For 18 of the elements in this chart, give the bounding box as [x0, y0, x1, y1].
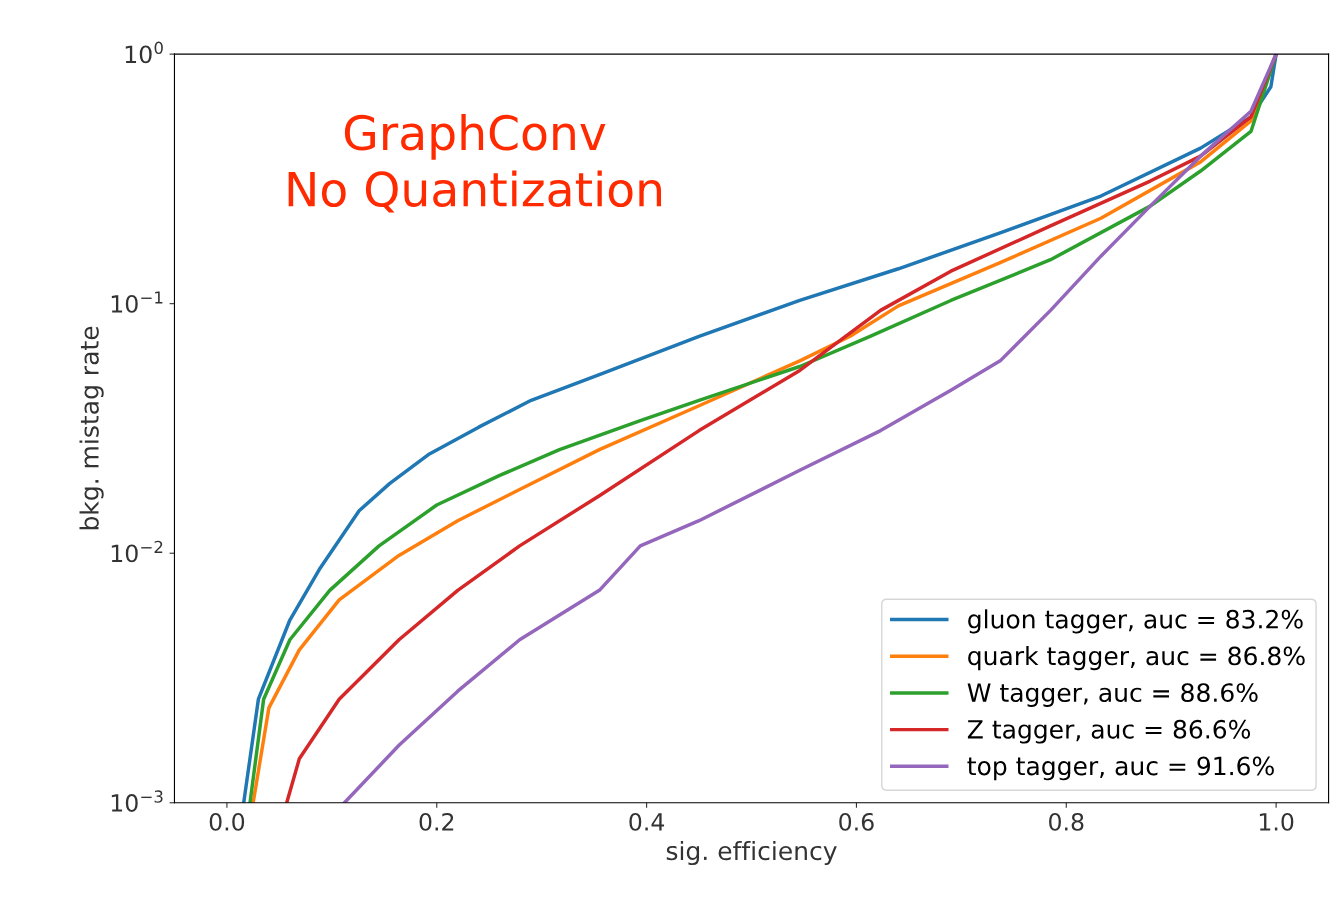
- x-tick-label: 0.0: [209, 812, 245, 831]
- x-tick-label: 0.8: [1049, 812, 1084, 831]
- legend-label: top tagger, auc = 91.6%: [967, 756, 1274, 781]
- y-tick-label: 10$^{−1}$: [111, 291, 163, 313]
- legend-label: quark tagger, auc = 86.8%: [968, 646, 1305, 671]
- x-tick-label: 0.6: [839, 812, 874, 831]
- legend-label: Z tagger, auc = 86.6%: [967, 719, 1251, 744]
- x-tick-label: 0.4: [629, 812, 665, 831]
- x-axis-title: sig. efficiency: [666, 840, 837, 866]
- y-tick-label: 10$^{−2}$: [111, 540, 163, 563]
- y-axis-title: bkg. mistag rate: [79, 326, 104, 530]
- annotation: GraphConv No Quantization: [288, 114, 662, 213]
- legend-label: gluon tagger, auc = 83.2%: [968, 609, 1303, 634]
- y-tick-label: 10$^{−3}$: [111, 790, 163, 812]
- x-tick-label: 1.0: [1259, 812, 1294, 831]
- y-tick-label: 10$^{0}$: [125, 41, 163, 64]
- x-tick-label: 0.2: [419, 812, 454, 831]
- legend-label: W tagger, auc = 88.6%: [967, 683, 1258, 707]
